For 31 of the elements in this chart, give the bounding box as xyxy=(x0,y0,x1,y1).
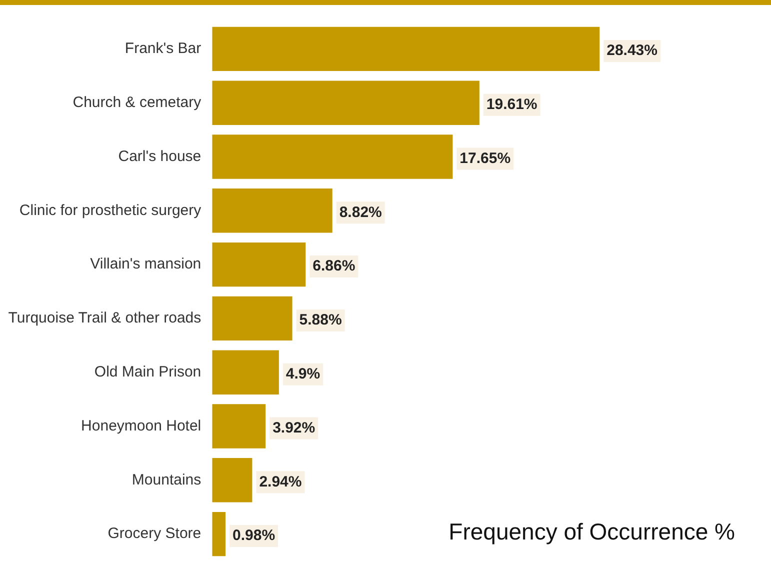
data-label: 28.43% xyxy=(606,42,658,60)
bar xyxy=(212,188,332,233)
data-label: 6.86% xyxy=(312,258,356,275)
data-label: 0.98% xyxy=(232,527,276,544)
y-tick-label: Villain's mansion xyxy=(90,256,202,273)
bar xyxy=(212,404,266,448)
bar xyxy=(212,26,600,72)
data-label: 2.94% xyxy=(259,473,302,490)
data-label: 8.82% xyxy=(339,204,382,221)
y-tick-label: Turquoise Trail & other roads xyxy=(8,310,202,327)
data-label: 4.9% xyxy=(286,365,320,382)
y-tick-label: Carl's house xyxy=(118,148,202,165)
bar xyxy=(212,80,480,125)
y-tick-label: Clinic for prosthetic surgery xyxy=(19,202,202,219)
data-label: 3.92% xyxy=(272,419,316,436)
y-tick-label: Honeymoon Hotel xyxy=(81,417,202,434)
y-tick-label: Mountains xyxy=(132,471,202,488)
y-tick-label: Frank's Bar xyxy=(124,40,202,58)
y-tick-label: Grocery Store xyxy=(108,525,202,542)
data-label: 17.65% xyxy=(460,150,511,167)
bar xyxy=(212,134,453,179)
data-label: 5.88% xyxy=(299,312,342,329)
bar xyxy=(212,296,292,341)
bar xyxy=(212,458,252,502)
bar xyxy=(212,242,306,287)
y-tick-label: Church & cemetary xyxy=(72,94,202,111)
y-tick-label: Old Main Prison xyxy=(94,363,202,380)
data-label: 19.61% xyxy=(486,96,538,113)
annotation: Frequency of Occurrence % xyxy=(448,518,735,544)
bar xyxy=(212,512,226,556)
bar xyxy=(212,350,279,394)
